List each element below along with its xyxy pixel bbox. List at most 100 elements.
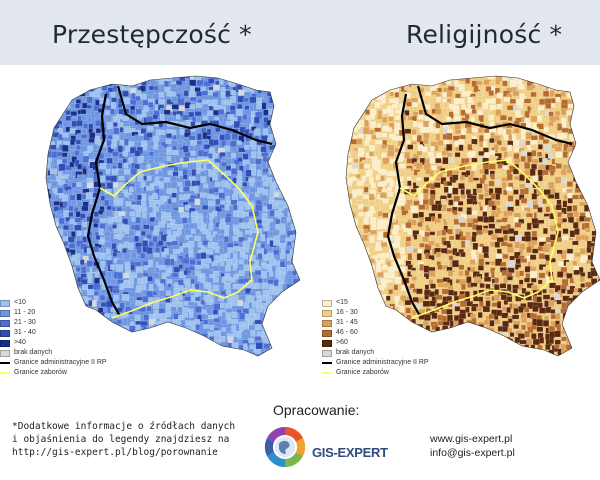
municipality-cell xyxy=(381,81,390,88)
legend-swatch xyxy=(0,309,10,317)
legend-item: <10 xyxy=(0,298,107,308)
municipality-cell xyxy=(184,281,191,289)
municipality-cell xyxy=(397,258,405,265)
municipality-cell xyxy=(47,288,53,296)
municipality-cell xyxy=(39,195,45,201)
municipality-cell xyxy=(501,245,508,253)
municipality-cell xyxy=(586,108,594,116)
municipality-cell xyxy=(460,128,466,136)
municipality-cell xyxy=(281,141,286,149)
municipality-cell xyxy=(580,313,586,319)
municipality-cell xyxy=(506,307,511,314)
municipality-cell xyxy=(561,122,567,128)
municipality-cell xyxy=(251,151,257,159)
municipality-cell xyxy=(557,290,563,298)
municipality-cell xyxy=(112,85,118,92)
municipality-cell xyxy=(352,168,359,175)
municipality-cell xyxy=(416,76,422,78)
municipality-cell xyxy=(293,210,299,216)
municipality-cell xyxy=(406,120,414,127)
legend-line xyxy=(322,362,332,364)
municipality-cell xyxy=(139,85,146,92)
municipality-cell xyxy=(220,93,226,99)
municipality-cell xyxy=(356,254,364,261)
municipality-cell xyxy=(93,223,99,228)
municipality-cell xyxy=(112,151,119,158)
municipality-cell xyxy=(167,170,174,176)
municipality-cell xyxy=(554,192,560,200)
municipality-cell xyxy=(544,144,551,152)
municipality-cell xyxy=(145,185,153,191)
municipality-cell xyxy=(440,198,447,205)
municipality-cell xyxy=(441,288,450,295)
municipality-cell xyxy=(410,175,419,181)
municipality-cell xyxy=(365,91,372,98)
municipality-cell xyxy=(291,315,299,321)
municipality-cell xyxy=(152,272,160,279)
municipality-cell xyxy=(350,110,358,118)
municipality-cell xyxy=(167,338,173,343)
municipality-cell xyxy=(231,311,238,319)
municipality-cell xyxy=(286,241,292,246)
admin-border-line xyxy=(86,93,121,317)
municipality-cell xyxy=(148,254,155,260)
municipality-cell xyxy=(175,223,184,230)
municipality-cell xyxy=(358,289,365,295)
municipality-cell xyxy=(205,135,212,141)
municipality-cell xyxy=(218,247,225,253)
municipality-cell xyxy=(159,332,166,340)
municipality-cell xyxy=(206,299,213,305)
municipality-cell xyxy=(280,321,286,329)
municipality-cell xyxy=(213,168,219,174)
municipality-cell xyxy=(245,76,253,80)
municipality-cell xyxy=(244,354,252,356)
municipality-cell xyxy=(278,114,285,122)
municipality-cell xyxy=(269,221,275,228)
municipality-cell xyxy=(123,174,130,182)
municipality-cell xyxy=(569,312,575,320)
municipality-cell xyxy=(357,147,365,155)
municipality-cell xyxy=(346,137,351,145)
municipality-cell xyxy=(452,239,457,247)
sources-note-link[interactable]: http://gis-expert.pl/blog/porownanie xyxy=(12,447,218,458)
legend-label: 31 - 45 xyxy=(336,319,358,326)
legend-item: 11 - 20 xyxy=(0,308,107,318)
municipality-cell xyxy=(213,354,219,356)
municipality-cell xyxy=(471,138,478,145)
municipality-cell xyxy=(112,224,117,229)
email-link[interactable]: info@gis-expert.pl xyxy=(430,447,515,459)
legend-label: <15 xyxy=(336,299,348,306)
municipality-cell xyxy=(477,265,485,271)
municipality-cell xyxy=(579,276,585,283)
municipality-cell xyxy=(59,109,65,116)
municipality-cell xyxy=(106,182,114,190)
municipality-cell xyxy=(57,242,65,248)
legend-item: Granice administracyjne II RP xyxy=(0,358,107,368)
municipality-cell xyxy=(238,270,245,277)
municipality-cell xyxy=(400,78,408,84)
municipality-cell xyxy=(349,251,355,259)
municipality-cell xyxy=(375,132,381,138)
municipality-cell xyxy=(244,105,250,110)
municipality-cell xyxy=(117,354,125,356)
municipality-cell xyxy=(94,111,101,119)
municipality-cell xyxy=(47,253,54,258)
municipality-cell xyxy=(416,134,422,143)
municipality-cell xyxy=(371,223,377,231)
municipality-cell xyxy=(502,165,509,170)
municipality-cell xyxy=(208,105,214,111)
municipality-cell xyxy=(453,115,461,123)
municipality-cell xyxy=(278,97,283,104)
website-link[interactable]: www.gis-expert.pl xyxy=(430,433,513,445)
municipality-cell xyxy=(518,162,526,170)
municipality-cell xyxy=(338,183,343,188)
municipality-cell xyxy=(185,204,191,211)
municipality-cell xyxy=(488,349,496,356)
municipality-cell xyxy=(255,158,262,165)
municipality-cell xyxy=(464,114,470,120)
municipality-cell xyxy=(437,358,441,362)
municipality-cell xyxy=(515,99,522,106)
municipality-cell xyxy=(249,163,257,170)
municipality-cell xyxy=(189,157,197,163)
municipality-cell xyxy=(506,173,513,181)
